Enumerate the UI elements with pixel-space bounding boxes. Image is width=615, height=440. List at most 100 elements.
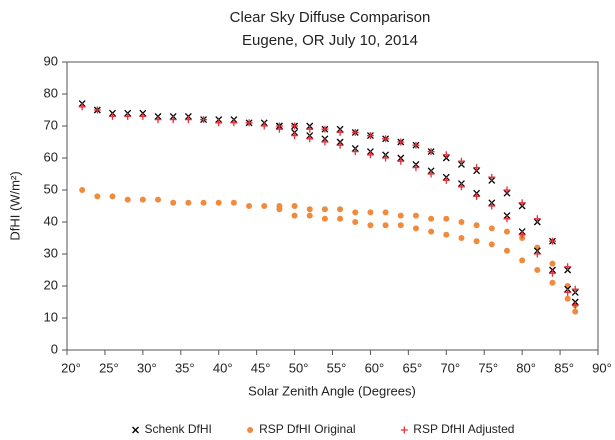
point: [503, 247, 510, 254]
x-tick-label: 30°: [137, 360, 157, 375]
x-tick-label: 55°: [327, 360, 347, 375]
point: [549, 279, 556, 286]
point: [473, 222, 480, 229]
point: [155, 196, 162, 203]
point: [124, 112, 132, 120]
y-tick-label: 80: [44, 85, 58, 100]
x-tick-label: 80°: [516, 360, 536, 375]
point: [397, 157, 405, 165]
point: [457, 157, 465, 165]
x-tick-label: 50°: [289, 360, 309, 375]
point: [275, 125, 283, 133]
point: [336, 141, 344, 149]
point: [397, 138, 405, 146]
point: [124, 196, 131, 203]
point: [154, 116, 162, 124]
point: [79, 187, 86, 193]
point: [488, 202, 496, 210]
point: [200, 116, 208, 124]
point: [533, 215, 541, 223]
x-tick-label: 85°: [554, 360, 574, 375]
point: [352, 209, 359, 216]
point: [382, 209, 389, 216]
legend-label: RSP DfHI Adjusted: [413, 422, 514, 436]
point: [443, 231, 450, 238]
x-tick-label: 90°: [592, 360, 612, 375]
point: [571, 301, 579, 309]
point: [215, 199, 222, 206]
point: [321, 206, 328, 213]
point: [367, 209, 374, 216]
point: [397, 212, 404, 219]
x-tick-label: 75°: [478, 360, 498, 375]
chart-subtitle: Eugene, OR July 10, 2014: [242, 32, 418, 49]
y-tick-label: 50: [44, 181, 58, 196]
point: [382, 222, 389, 229]
point: [534, 267, 541, 273]
point: [382, 154, 390, 162]
point: [367, 222, 374, 229]
y-tick-label: 30: [44, 245, 58, 260]
x-tick-label: 70°: [440, 360, 460, 375]
point: [549, 260, 556, 267]
point: [169, 116, 177, 124]
series: [78, 103, 579, 309]
point: [260, 122, 268, 130]
point: [564, 263, 572, 271]
point: [572, 308, 579, 315]
y-tick-label: 60: [44, 149, 58, 164]
point: [78, 103, 86, 111]
x-tick-label: 20°: [61, 360, 81, 375]
point: [473, 192, 481, 200]
point: [503, 215, 511, 223]
point: [412, 164, 420, 172]
chart-title: Clear Sky Diffuse Comparison: [230, 9, 431, 26]
point: [337, 206, 344, 213]
series: [79, 187, 579, 315]
x-tick-label: 65°: [403, 360, 423, 375]
point: [412, 225, 419, 232]
point: [139, 196, 146, 203]
point: [473, 238, 480, 245]
point: [457, 183, 465, 191]
point: [184, 116, 192, 124]
point: [291, 132, 299, 140]
point: [427, 170, 435, 178]
point: [488, 241, 495, 248]
point: [564, 288, 572, 296]
point: [185, 199, 192, 206]
point: [488, 225, 495, 232]
point: [109, 112, 117, 120]
point: [306, 125, 314, 133]
legend-marker: [247, 427, 254, 433]
point: [321, 138, 329, 146]
point: [94, 193, 101, 200]
x-tick-label: 45°: [251, 360, 271, 375]
point: [291, 212, 298, 219]
point: [412, 141, 420, 149]
point: [518, 231, 526, 239]
point: [245, 119, 253, 127]
point: [351, 148, 359, 156]
point: [366, 151, 374, 159]
y-tick-label: 90: [44, 53, 58, 68]
point: [442, 151, 450, 159]
point: [352, 219, 359, 225]
point: [261, 203, 268, 209]
point: [534, 244, 541, 251]
point: [321, 125, 329, 133]
point: [443, 215, 450, 222]
x-tick-label: 35°: [175, 360, 195, 375]
point: [336, 128, 344, 136]
y-tick-label: 10: [44, 309, 58, 324]
point: [306, 206, 313, 213]
legend-item: RSP DfHI Adjusted: [400, 422, 514, 436]
point: [564, 283, 571, 289]
point: [503, 186, 511, 194]
point: [548, 237, 556, 245]
point: [276, 206, 283, 213]
point: [428, 228, 435, 235]
point: [170, 199, 177, 206]
point: [139, 112, 147, 120]
